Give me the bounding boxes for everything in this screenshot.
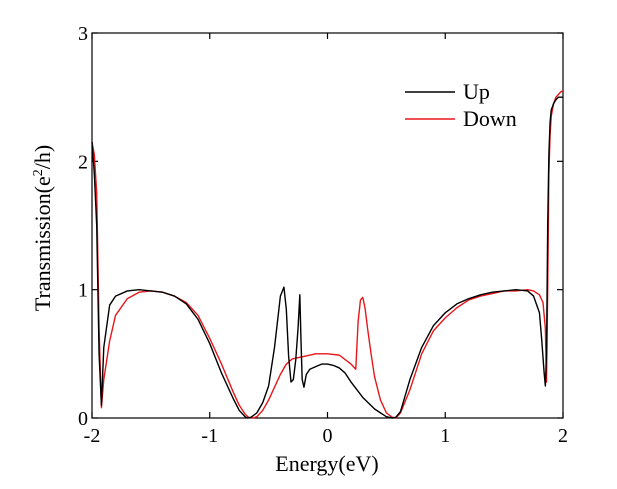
y-tick-label: 2 <box>78 151 88 173</box>
x-tick-label: 1 <box>440 425 450 447</box>
legend-label-down: Down <box>463 106 517 131</box>
y-axis-label-superscript: 2 <box>31 169 46 176</box>
legend-label-up: Up <box>463 79 490 104</box>
series-line-down <box>91 90 564 419</box>
plot-frame <box>91 32 564 419</box>
x-tick-label: 2 <box>558 425 568 447</box>
axes: -2 -1 0 1 2 0 1 2 3 <box>78 23 568 447</box>
x-tick-label: -2 <box>84 425 101 447</box>
series-lines <box>91 90 564 419</box>
y-tick-label: 3 <box>78 23 88 45</box>
x-tick-label: -1 <box>201 425 218 447</box>
legend: Up Down <box>405 79 517 131</box>
x-tick-label: 0 <box>323 425 333 447</box>
x-axis-label: Energy(eV) <box>275 451 378 476</box>
y-axis-label: Transmission(e2/h) <box>30 145 55 311</box>
y-tick-label: 1 <box>78 280 88 302</box>
y-axis-label-main: Transmission(e <box>30 176 55 311</box>
y-tick-label: 0 <box>78 408 88 430</box>
series-line-up <box>91 96 563 419</box>
y-axis-label-tail: /h) <box>30 145 55 169</box>
